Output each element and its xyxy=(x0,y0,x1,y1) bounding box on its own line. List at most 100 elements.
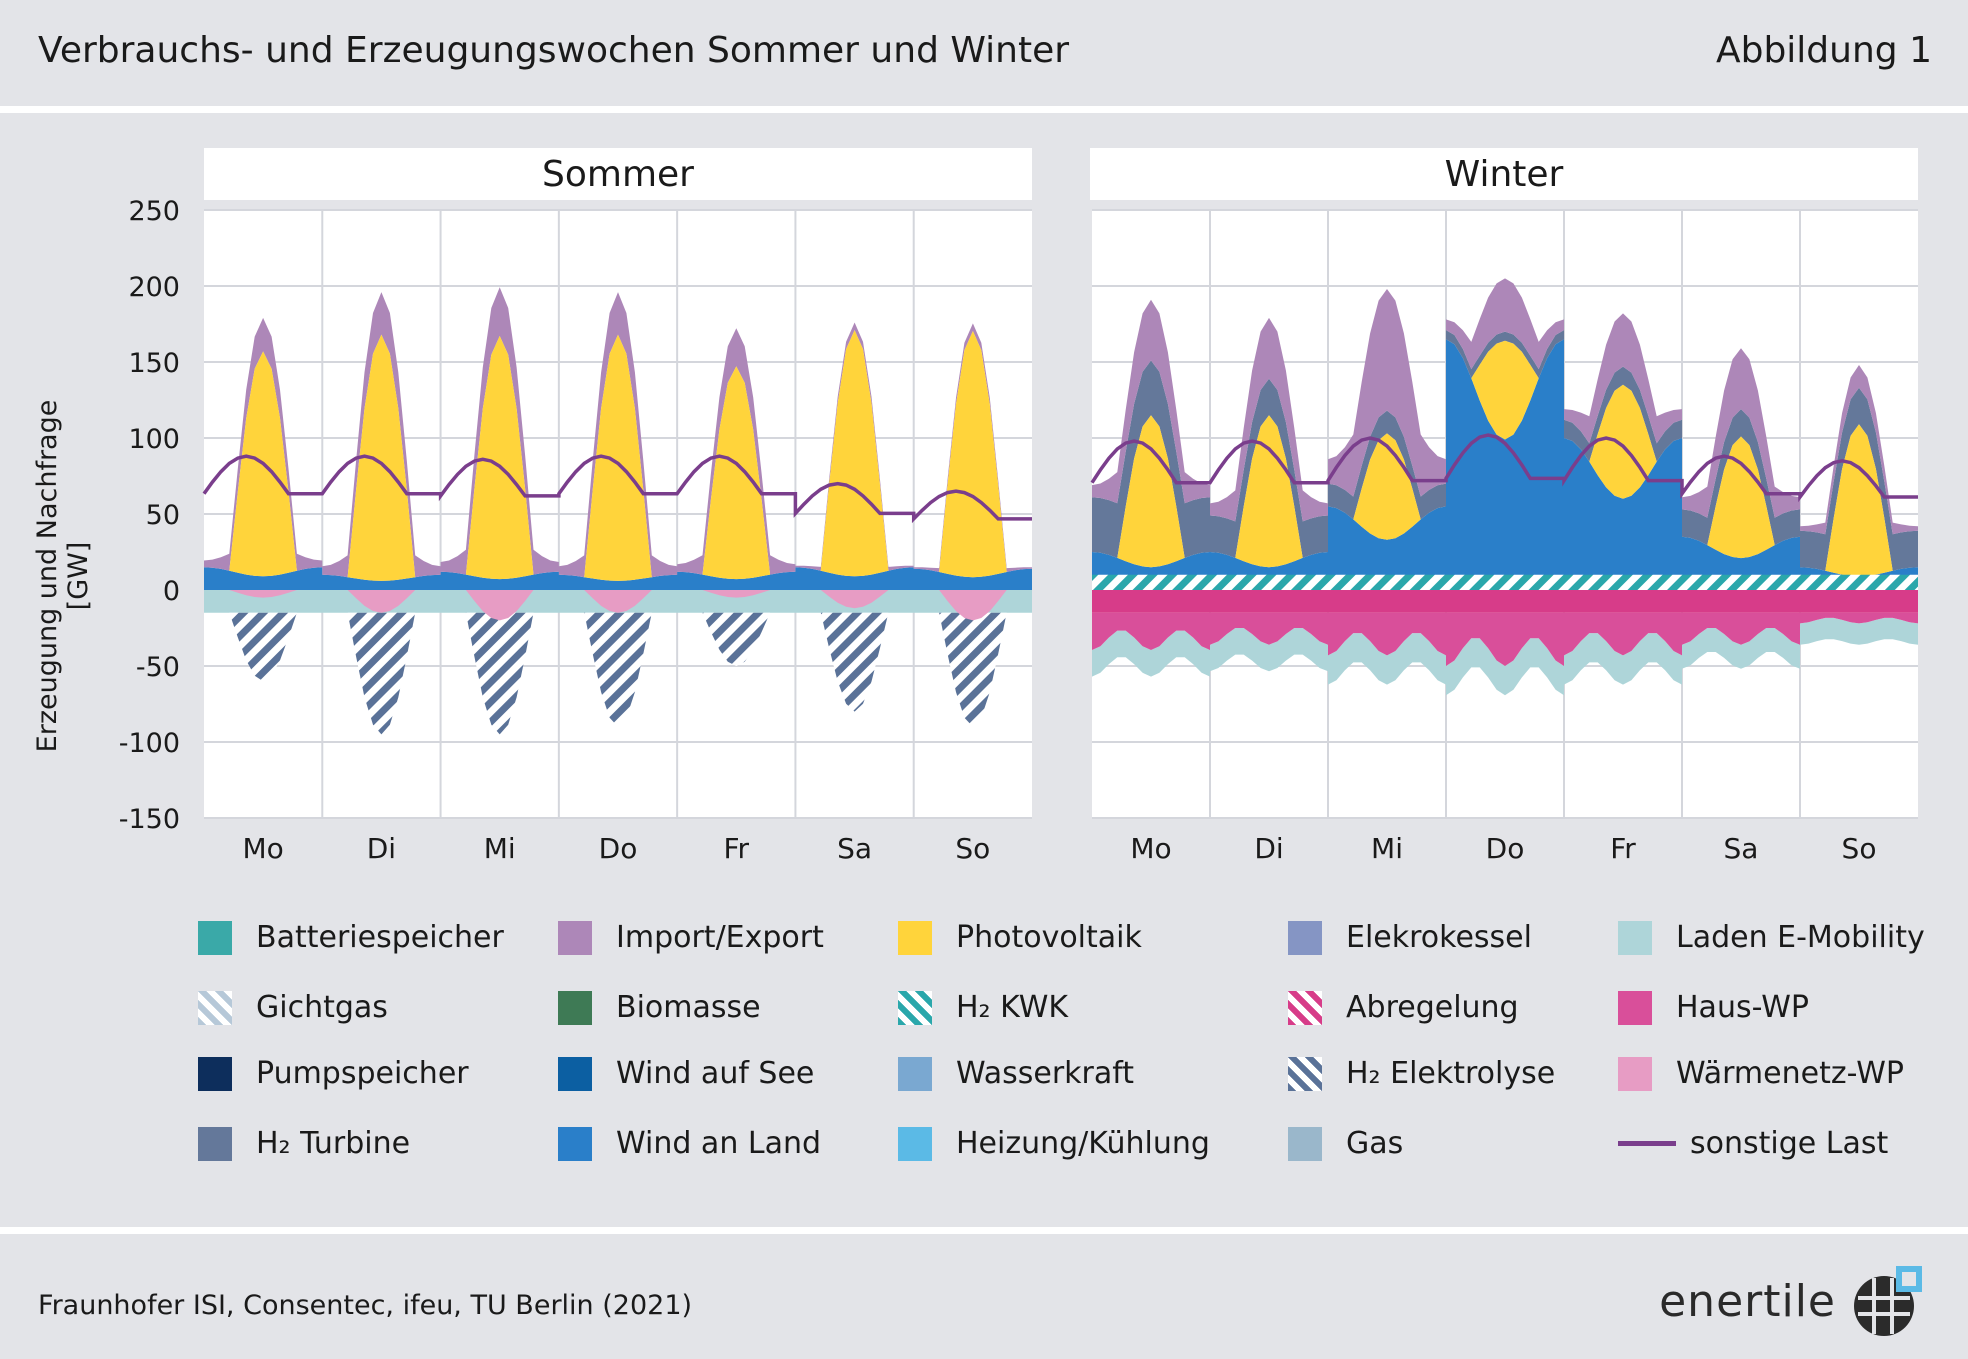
x-tick-label: Mo xyxy=(1130,832,1171,865)
legend-label: Laden E-Mobility xyxy=(1676,920,1925,955)
figure-number: Abbildung 1 xyxy=(1715,30,1932,71)
plot-sommer: 250 200 150 100 50 0 -50 -100 -150 Mo Di Mi Do Fr Sa So xyxy=(119,196,1032,865)
y-tick-label: 0 xyxy=(163,576,180,607)
legend-swatch xyxy=(198,1056,232,1091)
x-tick-label: Mi xyxy=(1371,832,1403,865)
x-tick-label: Di xyxy=(367,832,396,865)
legend-label: Elekrokessel xyxy=(1346,920,1532,955)
legend-item: Gichtgas xyxy=(198,990,388,1025)
x-tick-label: Fr xyxy=(723,832,749,865)
legend-swatch xyxy=(898,920,932,955)
legend-swatch xyxy=(1288,1126,1322,1161)
area-waermenetz-wp xyxy=(204,590,1032,621)
legend-swatch xyxy=(898,1126,932,1161)
legend-item: Batteriespeicher xyxy=(198,920,504,955)
area-laden-e-mobility xyxy=(1092,617,1918,696)
y-tick-label: -100 xyxy=(119,728,180,759)
y-tick-label: 250 xyxy=(128,196,180,227)
legend-swatch xyxy=(558,1126,592,1161)
area-abregelung xyxy=(1092,590,1918,613)
area-h2-elektrolyse xyxy=(204,612,1032,735)
area-wind-an-land xyxy=(204,567,1032,590)
legend-label: Biomasse xyxy=(616,990,761,1025)
panel-title-sommer: Sommer xyxy=(204,148,1032,200)
line-sonstige-last xyxy=(202,454,1032,524)
area-photovoltaik xyxy=(204,330,1032,581)
legend-label: Heizung/Kühlung xyxy=(956,1126,1210,1161)
legend-swatch xyxy=(1618,1141,1676,1146)
x-tick-label: Fr xyxy=(1610,832,1636,865)
y-tick-label: 150 xyxy=(128,348,180,379)
legend-label: Abregelung xyxy=(1346,990,1519,1025)
y-tick-label: -150 xyxy=(119,804,180,835)
area-photovoltaik xyxy=(1092,339,1918,577)
legend-swatch xyxy=(198,920,232,955)
y-tick-label: 100 xyxy=(128,424,180,455)
legend-label: Gas xyxy=(1346,1126,1404,1161)
legend-label: sonstige Last xyxy=(1690,1126,1889,1161)
legend-label: Gichtgas xyxy=(256,990,388,1025)
area-h2-turbine xyxy=(1092,330,1918,571)
legend-swatch xyxy=(898,990,932,1025)
legend-item: Wasserkraft xyxy=(898,1056,1134,1091)
legend-item: Wind an Land xyxy=(558,1126,821,1161)
legend-item: Wärmenetz-WP xyxy=(1618,1056,1904,1091)
legend-item: Heizung/Kühlung xyxy=(898,1126,1210,1161)
legend-label: H₂ KWK xyxy=(956,990,1069,1025)
legend-label: Batteriespeicher xyxy=(256,920,504,955)
y-tick-label: 200 xyxy=(128,272,180,303)
legend-label: Wind auf See xyxy=(616,1056,815,1091)
x-tick-label: Sa xyxy=(1724,832,1759,865)
top-separator xyxy=(0,106,1968,113)
legend-item: Abregelung xyxy=(1288,990,1519,1025)
legend-item: Biomasse xyxy=(558,990,761,1025)
legend-label: H₂ Turbine xyxy=(256,1126,411,1161)
y-tick-label: 50 xyxy=(146,500,180,531)
legend-label: Wasserkraft xyxy=(956,1056,1135,1091)
header: Verbrauchs- und Erzeugungswochen Sommer … xyxy=(0,0,1968,108)
legend-swatch xyxy=(1288,990,1322,1025)
source-note: Fraunhofer ISI, Consentec, ifeu, TU Berl… xyxy=(38,1290,693,1321)
area-import-export xyxy=(1092,278,1918,535)
legend-item: Import/Export xyxy=(558,920,824,955)
legend-item: H₂ KWK xyxy=(898,990,1068,1025)
legend-swatch xyxy=(1618,1056,1652,1091)
legend-swatch xyxy=(198,990,232,1025)
enertile-logo: enertile xyxy=(1659,1262,1928,1340)
x-tick-label: So xyxy=(1842,832,1877,865)
legend-swatch xyxy=(898,1056,932,1091)
legend-swatch xyxy=(558,1056,592,1091)
legend-item: H₂ Elektrolyse xyxy=(1288,1056,1555,1091)
area-haus-wp xyxy=(1092,612,1918,666)
legend-item: Photovoltaik xyxy=(898,920,1142,955)
legend-item: Gas xyxy=(1288,1126,1403,1161)
legend-item: Pumpspeicher xyxy=(198,1056,469,1091)
legend-swatch xyxy=(1288,1056,1322,1091)
legend-item: H₂ Turbine xyxy=(198,1126,410,1161)
charts-canvas: 250 200 150 100 50 0 -50 -100 -150 Mo Di Mi Do Fr Sa So… xyxy=(119,196,1918,865)
x-tick-label: Do xyxy=(1486,832,1525,865)
line-sonstige-last xyxy=(1090,433,1918,503)
legend-label: H₂ Elektrolyse xyxy=(1346,1056,1556,1091)
legend-swatch xyxy=(1618,920,1652,955)
legend-label: Pumpspeicher xyxy=(256,1056,469,1091)
legend-item: Wind auf See xyxy=(558,1056,814,1091)
legend-item: Elekrokessel xyxy=(1288,920,1532,955)
legend-item: Haus-WP xyxy=(1618,990,1809,1025)
legend: Batteriespeicher Import/Export Photovoltai… xyxy=(198,920,1938,1190)
legend-swatch xyxy=(1618,990,1652,1025)
legend-item: sonstige Last xyxy=(1618,1126,1888,1161)
legend-swatch xyxy=(558,990,592,1025)
legend-label: Import/Export xyxy=(616,920,824,955)
legend-label: Wind an Land xyxy=(616,1126,822,1161)
legend-swatch xyxy=(558,920,592,955)
legend-swatch xyxy=(198,1126,232,1161)
x-tick-label: Do xyxy=(599,832,638,865)
logo-text: enertile xyxy=(1659,1275,1836,1327)
x-tick-label: Di xyxy=(1254,832,1283,865)
x-tick-label: Mo xyxy=(242,832,283,865)
legend-label: Wärmenetz-WP xyxy=(1676,1056,1904,1091)
plot-winter: Mo Di Mi Do Fr Sa So xyxy=(1090,209,1918,865)
area-h2-kwk xyxy=(1092,574,1918,590)
y-tick-label: -50 xyxy=(136,652,180,683)
